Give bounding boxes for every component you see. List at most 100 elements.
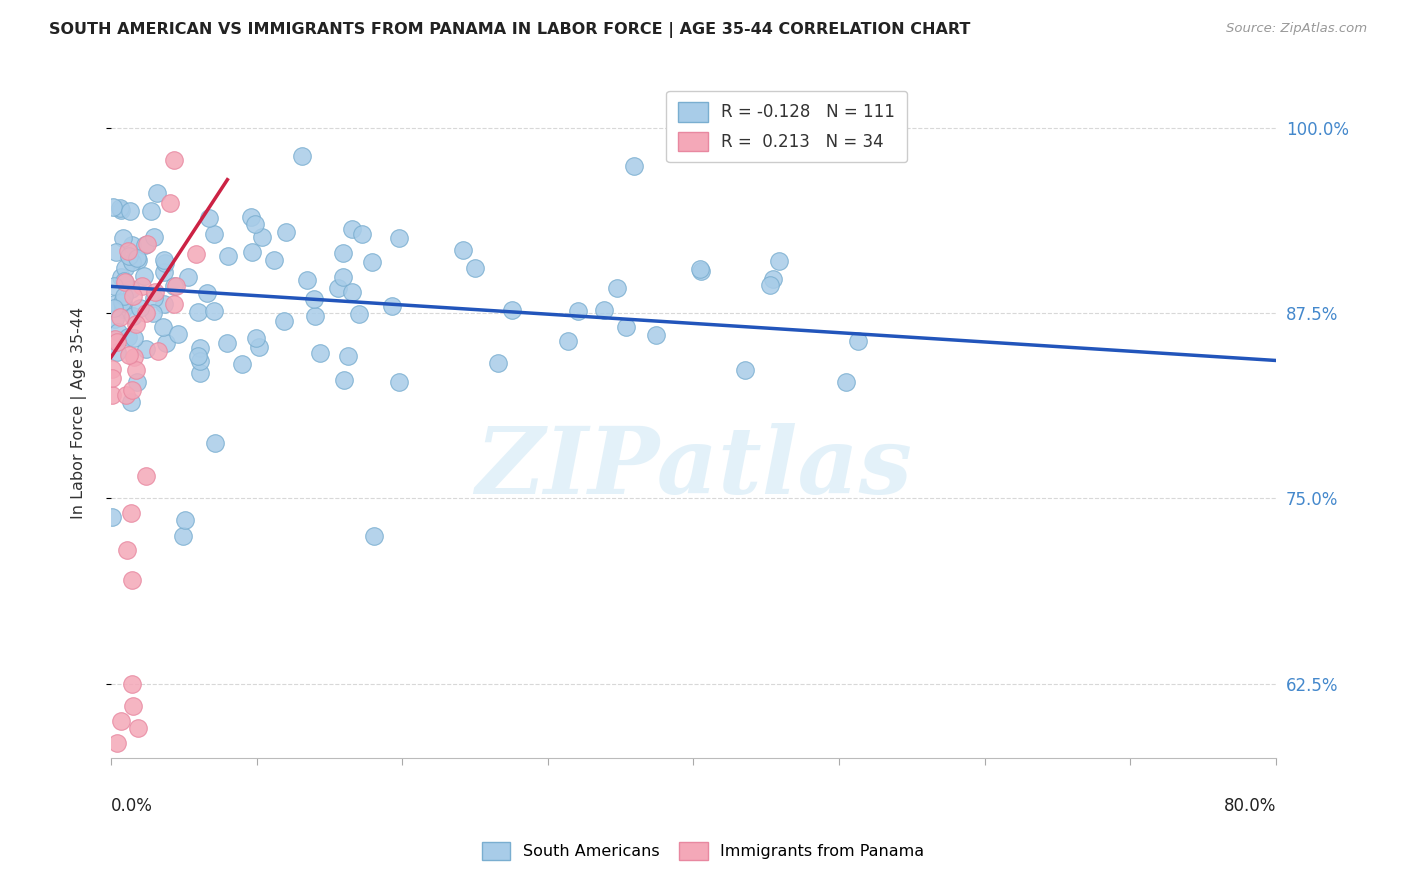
Point [103,297,125,311]
Point [135,342,157,356]
Point [104,332,127,346]
Point [152,319,174,334]
Point [388,375,411,389]
Point [112,289,135,303]
Point [606,281,628,295]
Point [121,383,143,397]
Point [125,363,148,377]
Point [204,435,226,450]
Legend: R = -0.128   N = 111, R =  0.213   N = 34: R = -0.128 N = 111, R = 0.213 N = 34 [666,91,907,162]
Point [347,307,370,321]
Point [184,247,207,261]
Point [101,387,124,401]
Point [276,225,298,239]
Point [111,231,134,245]
Point [153,297,176,311]
Point [121,676,143,690]
Point [846,334,869,348]
Point [263,253,285,268]
Point [139,204,162,219]
Text: ZIPatlas: ZIPatlas [475,423,912,513]
Point [689,261,711,276]
Point [118,249,141,263]
Point [153,265,176,279]
Point [761,272,783,286]
Point [188,366,211,380]
Text: 80.0%: 80.0% [1223,797,1277,814]
Point [101,362,124,376]
Point [333,373,356,387]
Point [231,357,253,371]
Point [198,211,221,225]
Point [155,256,177,270]
Point [121,573,143,587]
Point [120,394,142,409]
Point [127,376,149,390]
Point [195,285,218,300]
Point [108,201,131,215]
Point [217,249,239,263]
Point [122,331,145,345]
Point [103,279,125,293]
Point [143,292,166,306]
Point [134,238,156,252]
Point [127,721,149,735]
Point [247,340,270,354]
Point [110,202,132,217]
Point [557,334,579,348]
Point [107,334,129,349]
Point [190,341,212,355]
Point [361,254,384,268]
Point [273,314,295,328]
Point [128,301,150,316]
Point [187,305,209,319]
Point [110,270,132,285]
Point [623,159,645,173]
Point [486,356,509,370]
Point [501,302,523,317]
Point [172,529,194,543]
Point [121,237,143,252]
Point [121,309,143,323]
Point [155,336,177,351]
Point [122,289,145,303]
Point [142,306,165,320]
Point [451,243,474,257]
Point [381,299,404,313]
Point [173,513,195,527]
Point [115,543,138,558]
Point [105,344,128,359]
Legend: South Americans, Immigrants from Panama: South Americans, Immigrants from Panama [474,833,932,868]
Point [326,281,349,295]
Text: SOUTH AMERICAN VS IMMIGRANTS FROM PANAMA IN LABOR FORCE | AGE 35-44 CORRELATION : SOUTH AMERICAN VS IMMIGRANTS FROM PANAMA… [49,22,970,38]
Point [105,244,128,259]
Point [240,244,263,259]
Point [243,217,266,231]
Point [567,303,589,318]
Point [734,363,756,377]
Point [297,273,319,287]
Point [204,304,226,318]
Point [304,309,326,323]
Point [117,330,139,344]
Point [115,387,138,401]
Point [107,325,129,339]
Point [165,279,187,293]
Point [118,348,141,362]
Point [120,203,142,218]
Point [135,236,157,251]
Point [135,306,157,320]
Point [135,469,157,483]
Point [464,260,486,275]
Point [101,370,124,384]
Point [614,319,637,334]
Point [291,148,314,162]
Point [112,275,135,289]
Point [388,230,411,244]
Point [111,294,134,309]
Point [340,285,363,299]
Point [121,506,143,520]
Point [593,302,616,317]
Point [125,252,148,266]
Point [111,302,134,317]
